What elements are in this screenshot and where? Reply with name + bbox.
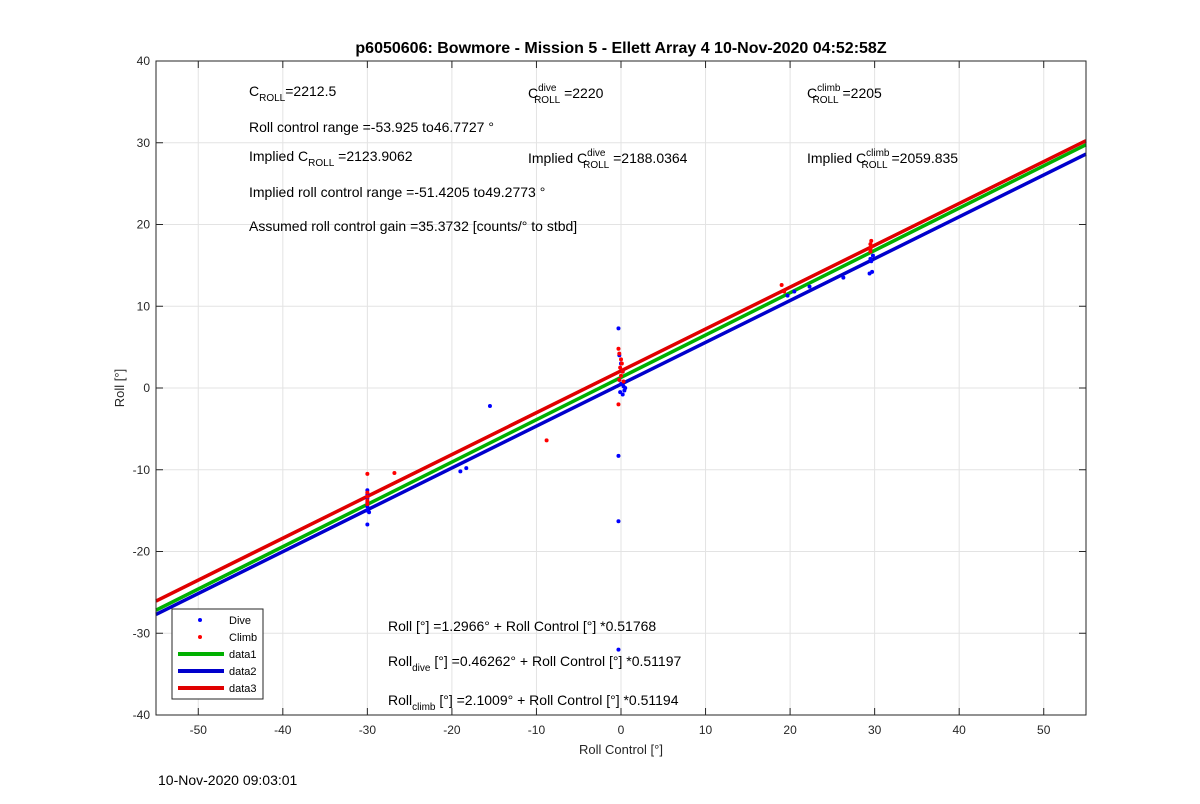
- legend-label: data3: [229, 683, 257, 695]
- legend-label: data2: [229, 666, 257, 678]
- point-dive: [841, 275, 846, 280]
- point-dive: [365, 522, 370, 527]
- x-axis-label: Roll Control [°]: [579, 742, 663, 757]
- roll-control-gain: Assumed roll control gain =35.3732 [coun…: [249, 218, 577, 234]
- point-dive: [807, 284, 812, 289]
- point-climb: [365, 502, 370, 507]
- x-axis-ticks: -50 -40 -30 -20 -10 0 10 20 30 40 50: [190, 61, 1051, 737]
- implied-c-roll-climb-label: Implied Cclimb ROLL =2059.835: [807, 148, 958, 171]
- point-climb: [619, 361, 624, 366]
- point-climb: [619, 373, 623, 378]
- y-tick-label: 30: [137, 136, 151, 150]
- point-climb: [392, 471, 397, 476]
- point-dive: [622, 388, 627, 393]
- footer-timestamp: 10-Nov-2020 09:03:01: [158, 772, 298, 788]
- y-tick-label: -20: [133, 545, 151, 559]
- fit-equation-all: Roll [°] =1.2966° + Roll Control [°] *0.…: [388, 618, 656, 634]
- point-climb: [616, 346, 621, 351]
- point-dive: [870, 253, 875, 258]
- point-dive: [464, 466, 469, 471]
- point-dive: [487, 403, 492, 408]
- legend-label: Dive: [229, 615, 251, 627]
- point-climb: [782, 289, 787, 294]
- y-tick-label: -30: [133, 626, 151, 640]
- point-climb: [617, 377, 622, 382]
- legend: Dive Climb data1 data2 data3: [171, 608, 264, 700]
- point-climb: [365, 471, 370, 476]
- point-dive: [792, 289, 797, 294]
- implied-c-roll-label: Implied CROLL =2123.9062: [249, 148, 413, 169]
- legend-label: Climb: [229, 632, 257, 644]
- point-dive: [618, 390, 623, 395]
- x-tick-label: -30: [359, 723, 377, 737]
- c-roll-dive-label: Cdive ROLL =2220: [528, 83, 604, 106]
- y-tick-label: -40: [133, 708, 151, 722]
- point-climb: [616, 402, 621, 407]
- point-climb: [869, 238, 874, 243]
- point-dive: [367, 510, 372, 515]
- point-climb: [365, 490, 370, 495]
- series-layer: [155, 139, 1087, 652]
- implied-c-roll-dive-label: Implied Cdive ROLL =2188.0364: [528, 148, 688, 171]
- c-roll-climb-label: Cclimb ROLL =2205: [807, 83, 882, 106]
- point-climb: [617, 351, 622, 356]
- x-tick-label: 50: [1037, 723, 1051, 737]
- y-tick-label: 40: [137, 54, 151, 68]
- fit-equation-dive: Rolldive [°] =0.46262° + Roll Control [°…: [388, 653, 682, 674]
- y-axis-label: Roll [°]: [112, 369, 127, 407]
- point-dive: [458, 469, 463, 474]
- point-dive: [620, 392, 625, 397]
- x-tick-label: -10: [528, 723, 546, 737]
- annotations: CROLL=2212.5 Cdive ROLL =2220 Cclimb ROLL =2…: [249, 83, 958, 713]
- roll-control-range: Roll control range =-53.925 to46.7727 °: [249, 119, 494, 135]
- x-tick-label: 0: [618, 723, 625, 737]
- point-climb: [365, 498, 370, 503]
- x-tick-label: -20: [443, 723, 461, 737]
- y-axis-ticks: -40 -30 -20 -10 0 10 20 30 40: [133, 54, 1086, 722]
- point-climb: [779, 282, 784, 287]
- y-tick-label: 20: [137, 218, 151, 232]
- x-tick-label: 10: [699, 723, 713, 737]
- point-dive: [616, 647, 621, 652]
- y-tick-label: 0: [143, 381, 150, 395]
- point-climb: [868, 242, 873, 247]
- legend-label: data1: [229, 649, 257, 661]
- c-roll-label: CROLL=2212.5: [249, 83, 336, 104]
- point-dive: [870, 269, 875, 274]
- x-tick-label: 30: [868, 723, 882, 737]
- point-dive: [616, 326, 621, 331]
- y-tick-label: -10: [133, 463, 151, 477]
- point-dive: [616, 453, 621, 458]
- point-climb: [618, 365, 623, 370]
- point-dive: [868, 256, 873, 261]
- point-climb: [620, 369, 625, 374]
- plot-frame: [155, 60, 1087, 716]
- point-dive: [616, 519, 621, 524]
- x-tick-label: 20: [783, 723, 797, 737]
- x-tick-label: -40: [274, 723, 292, 737]
- point-climb: [544, 438, 549, 443]
- y-tick-label: 10: [137, 299, 151, 313]
- point-dive: [785, 293, 790, 298]
- point-climb: [365, 494, 370, 499]
- legend-marker-dive: [198, 618, 202, 622]
- point-climb: [621, 379, 626, 384]
- implied-roll-range: Implied roll control range =-51.4205 to4…: [249, 184, 545, 200]
- point-dive: [619, 381, 623, 386]
- point-climb: [619, 357, 623, 362]
- x-tick-label: -50: [190, 723, 208, 737]
- x-tick-label: 40: [953, 723, 967, 737]
- legend-marker-climb: [198, 635, 202, 639]
- fit-equation-climb: Rollclimb [°] =2.1009° + Roll Control [°…: [388, 692, 679, 713]
- chart-title: p6050606: Bowmore - Mission 5 - Ellett A…: [355, 40, 886, 57]
